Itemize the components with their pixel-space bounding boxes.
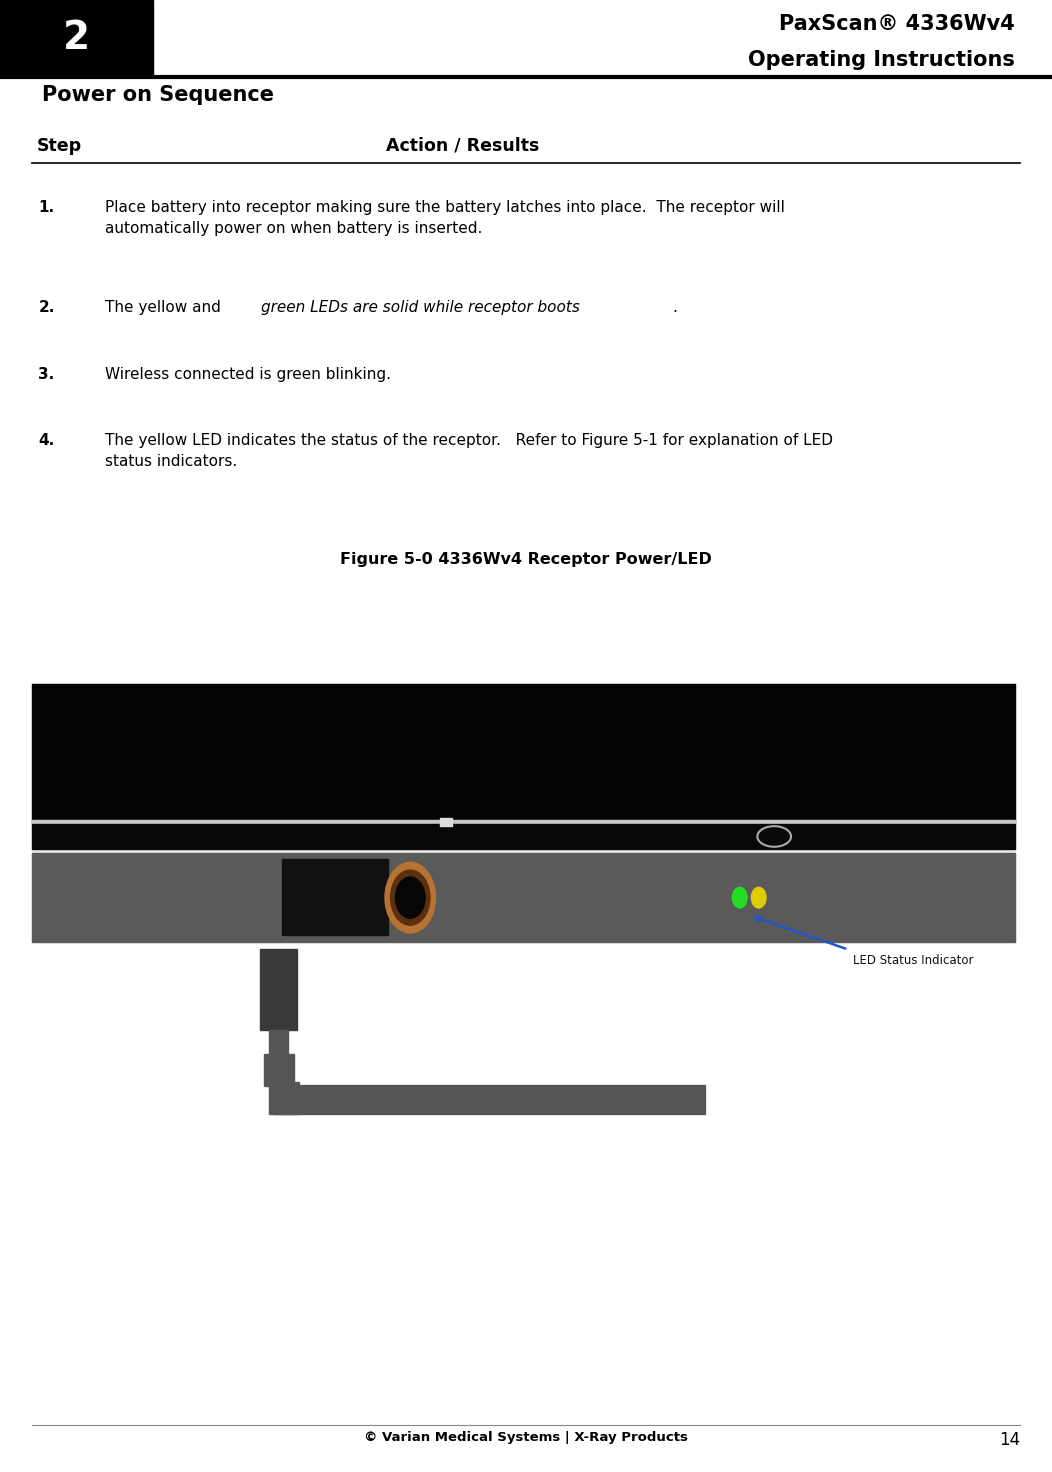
Text: 4.: 4. bbox=[39, 433, 55, 447]
Text: Place battery into receptor making sure the battery latches into place.  The rec: Place battery into receptor making sure … bbox=[105, 200, 785, 236]
Text: Action / Results: Action / Results bbox=[386, 137, 540, 155]
Text: Power on Sequence: Power on Sequence bbox=[42, 85, 275, 106]
Circle shape bbox=[396, 877, 425, 919]
Circle shape bbox=[732, 888, 747, 908]
Text: 14: 14 bbox=[999, 1431, 1020, 1448]
Text: LED Status Indicator: LED Status Indicator bbox=[853, 954, 974, 967]
Text: Figure 5-0 4336Wv4 Receptor Power/LED: Figure 5-0 4336Wv4 Receptor Power/LED bbox=[340, 552, 712, 567]
Bar bbox=[32, 854, 1015, 942]
Bar bbox=[32, 684, 1015, 942]
Circle shape bbox=[385, 863, 436, 933]
Bar bbox=[269, 1030, 288, 1086]
Bar bbox=[269, 1082, 299, 1114]
Text: The yellow and: The yellow and bbox=[105, 300, 226, 315]
Bar bbox=[0, 0, 153, 77]
Text: 3.: 3. bbox=[39, 367, 55, 381]
Text: .: . bbox=[672, 300, 677, 315]
Text: Step: Step bbox=[37, 137, 82, 155]
Bar bbox=[32, 824, 1015, 849]
Text: Operating Instructions: Operating Instructions bbox=[748, 50, 1015, 69]
Text: © Varian Medical Systems | X-Ray Products: © Varian Medical Systems | X-Ray Product… bbox=[364, 1431, 688, 1444]
Bar bbox=[264, 1054, 294, 1086]
Text: PaxScan® 4336Wv4: PaxScan® 4336Wv4 bbox=[780, 15, 1015, 34]
Text: Wireless connected is green blinking.: Wireless connected is green blinking. bbox=[105, 367, 391, 381]
Text: 1.: 1. bbox=[39, 200, 55, 215]
Bar bbox=[32, 684, 1015, 824]
Text: green LEDs are solid while receptor boots: green LEDs are solid while receptor boot… bbox=[261, 300, 580, 315]
Text: The yellow LED indicates the status of the receptor.   Refer to Figure 5-1 for e: The yellow LED indicates the status of t… bbox=[105, 433, 833, 468]
Bar bbox=[261, 949, 297, 1030]
Bar bbox=[282, 860, 387, 935]
Text: 2: 2 bbox=[63, 19, 89, 57]
Circle shape bbox=[751, 888, 766, 908]
Bar bbox=[274, 1085, 705, 1114]
Text: 2.: 2. bbox=[38, 300, 55, 315]
Circle shape bbox=[390, 870, 430, 926]
Bar bbox=[440, 818, 452, 826]
Bar bbox=[32, 820, 1015, 824]
